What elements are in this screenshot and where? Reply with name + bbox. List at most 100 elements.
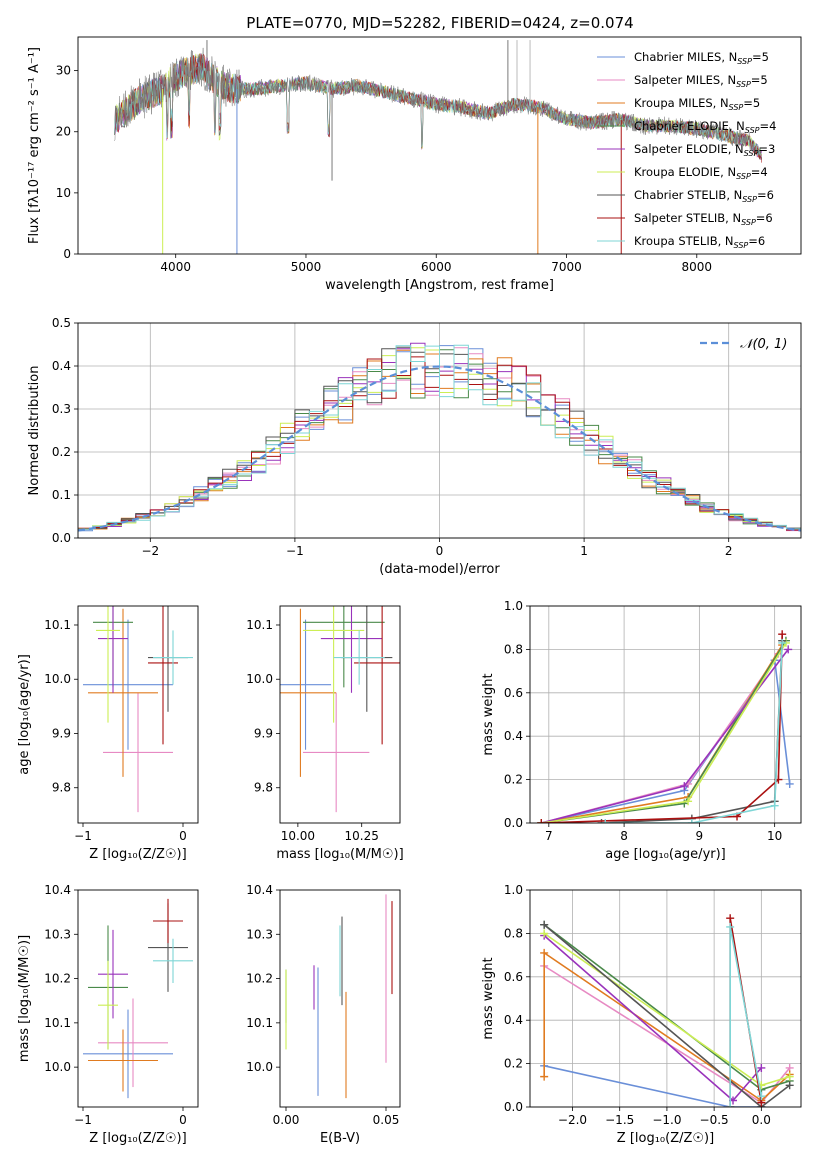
plot-area [285, 894, 393, 1099]
legend-entry: Salpeter ELODIE, NSSP=3 [634, 142, 775, 158]
x-tick-label: 0.00 [273, 1113, 300, 1127]
y-tick-label: 1.0 [504, 883, 523, 897]
weight-line [543, 924, 791, 1107]
y-tick-label: 10.1 [246, 1016, 273, 1030]
y-axis-label: mass weight [481, 957, 496, 1039]
weight-marker [540, 1072, 549, 1081]
normal-curve [78, 365, 801, 532]
plot-area [114, 40, 762, 254]
weight-marker [540, 920, 549, 929]
plot-area [537, 630, 794, 823]
x-tick-label: 5000 [291, 260, 322, 274]
x-axis-label: Z [log₁₀(Z/Z☉)] [89, 1131, 186, 1146]
weight-marker [726, 1103, 735, 1107]
mass-vs-extinction-plot: 0.00 0.05 10.0 10.1 10.2 10.3 10.4 E(B-V) [246, 883, 401, 1146]
weight-marker [687, 819, 696, 823]
y-tick-label: 30 [56, 64, 71, 78]
weight-marker [757, 1063, 766, 1072]
axes-frame [529, 605, 802, 824]
weight-line [729, 926, 763, 1107]
y-tick-label: 0.2 [504, 1057, 523, 1071]
y-tick-label: 0.2 [52, 445, 71, 459]
weight-line [541, 634, 783, 823]
y-tick-label: 10.0 [44, 1060, 71, 1074]
y-tick-label: 0.4 [504, 1013, 523, 1027]
x-tick-label: 4000 [160, 260, 191, 274]
x-tick-label: −0.5 [700, 1113, 729, 1127]
weight-marker [537, 819, 546, 823]
y-tick-label: 10.4 [246, 883, 273, 897]
x-tick-label: 0.0 [752, 1113, 771, 1127]
y-tick-label: 0.2 [504, 773, 523, 787]
x-axis-label: Z [log₁₀(Z/Z☉)] [617, 1131, 714, 1146]
y-tick-label: 0.0 [504, 1100, 523, 1114]
x-tick-label: −1 [286, 544, 304, 558]
y-axis-label: mass [log₁₀(M/M☉)] [17, 935, 32, 1062]
y-tick-label: 10.2 [246, 972, 273, 986]
weight-line [543, 951, 791, 1102]
x-tick-label: 10.25 [345, 829, 379, 843]
y-tick-label: 0.4 [504, 729, 523, 743]
weight-line [605, 642, 783, 823]
x-tick-label: 0.05 [373, 1113, 400, 1127]
y-tick-label: 10 [56, 186, 71, 200]
weight-line [541, 658, 791, 823]
x-tick-label: 9 [696, 829, 704, 843]
y-tick-label: 10.1 [44, 618, 71, 632]
weight-line [541, 653, 780, 823]
y-axis-label: age [log₁₀(age/yr)] [17, 654, 32, 775]
axes-frame [77, 605, 199, 824]
y-tick-label: 9.8 [52, 781, 71, 795]
x-axis-label: (data-model)/error [379, 562, 500, 577]
y-tick-label: 10.2 [44, 972, 71, 986]
plot-area [280, 606, 400, 813]
figure-title: PLATE=0770, MJD=52282, FIBERID=0424, z=0… [246, 14, 633, 32]
x-axis-label: E(B-V) [320, 1131, 360, 1146]
y-tick-label: 0.6 [504, 970, 523, 984]
x-axis-label: Z [log₁₀(Z/Z☉)] [89, 847, 186, 862]
axes-frame [529, 889, 802, 1108]
x-axis-label: wavelength [Angstrom, rest frame] [325, 278, 554, 293]
legend-entry: Chabrier MILES, NSSP=5 [634, 50, 769, 66]
x-tick-label: 0 [436, 544, 444, 558]
plot-area [78, 342, 801, 533]
weight-marker [757, 1092, 766, 1101]
weight-marker [680, 782, 689, 791]
plot-area [540, 914, 794, 1107]
weight-marker [778, 638, 787, 647]
y-tick-label: 10.3 [246, 927, 273, 941]
axes-frame [279, 605, 401, 824]
x-tick-label: −2.0 [558, 1113, 587, 1127]
y-tick-label: 10.0 [246, 672, 273, 686]
y-axis-label: Flux [fλ10⁻¹⁷ erg cm⁻² s⁻¹ A⁻¹] [27, 47, 42, 244]
x-tick-label: −2 [141, 544, 159, 558]
x-tick-label: 7000 [551, 260, 582, 274]
x-axis-label: age [log₁₀(age/yr)] [605, 847, 726, 862]
weight-vs-age-plot: 7 8 9 10 0.0 0.2 0.4 0.6 0.8 1.0 age [log₁₀(age/yr… [481, 599, 802, 862]
weight-marker [540, 929, 549, 938]
legend-entry: Salpeter MILES, NSSP=5 [634, 73, 768, 89]
weight-marker [785, 779, 794, 788]
weight-line [543, 934, 762, 1102]
weight-line [544, 1065, 763, 1107]
y-tick-label: 1.0 [504, 599, 523, 613]
y-tick-label: 10.3 [44, 927, 71, 941]
axes-frame [77, 36, 802, 255]
y-tick-label: 9.8 [254, 781, 273, 795]
x-tick-label: 8000 [682, 260, 713, 274]
x-tick-label: 1 [580, 544, 588, 558]
weight-marker [785, 1081, 794, 1090]
y-tick-label: 0.1 [52, 488, 71, 502]
x-tick-label: 0 [179, 1113, 187, 1127]
legend-entry: Salpeter STELIB, NSSP=6 [634, 211, 773, 227]
plot-area [83, 606, 193, 813]
y-tick-label: 0.5 [52, 316, 71, 330]
axes-frame [77, 889, 199, 1108]
x-tick-label: 2 [725, 544, 733, 558]
x-tick-label: −1.0 [652, 1113, 681, 1127]
legend-entry: Chabrier ELODIE, NSSP=4 [634, 119, 776, 135]
mass-vs-metallicity-plot: −1 0 10.0 10.1 10.2 10.3 10.4 Z [log₁₀(Z/Z☉)] ma… [17, 883, 199, 1146]
weight-marker [540, 948, 549, 957]
y-tick-label: 10.0 [44, 672, 71, 686]
weight-marker [770, 801, 779, 810]
